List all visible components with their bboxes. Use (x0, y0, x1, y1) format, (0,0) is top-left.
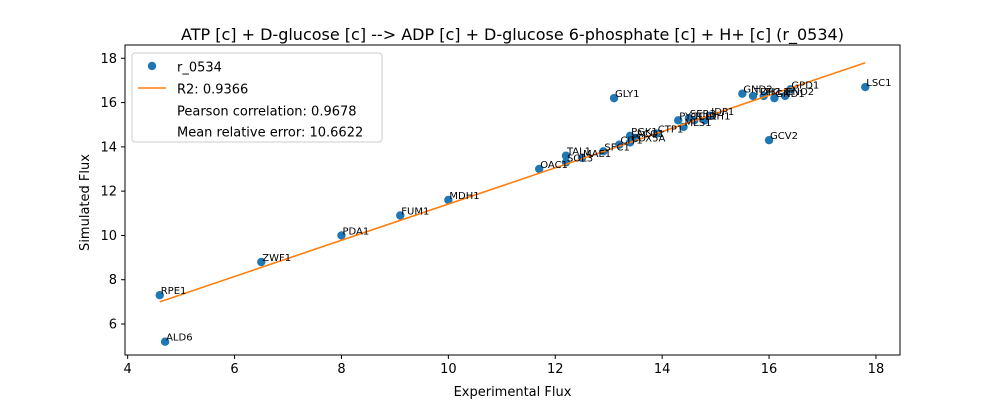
y-tick-label: 18 (100, 52, 117, 67)
y-tick-label: 16 (100, 96, 117, 111)
legend-marker-points (147, 61, 157, 71)
point-label: SFC1 (604, 142, 629, 153)
scatter-point (257, 257, 266, 267)
point-label: COX5A (631, 133, 665, 144)
point-label: MLS1 (685, 118, 712, 129)
legend-box (131, 52, 383, 143)
x-tick-label: 18 (868, 362, 885, 377)
x-tick-label: 14 (654, 362, 671, 377)
x-tick-label: 16 (761, 362, 778, 377)
legend: r_0534 R2: 0.9366 Pearson correlation: 0.9… (131, 52, 383, 143)
x-tick-label: 10 (440, 362, 457, 377)
legend-entry: Pearson correlation: 0.9678 (177, 105, 357, 120)
legend-entry: r_0534 (177, 61, 222, 76)
scatter-point (160, 337, 170, 346)
scatter-point (337, 231, 346, 240)
y-tick-label: 8 (109, 273, 117, 288)
point-label: CIT1 (620, 136, 642, 147)
point-label: OAC1 (540, 160, 568, 171)
point-label: GND2 (743, 85, 772, 96)
point-label: ENO2 (786, 87, 814, 98)
scatter-point (764, 136, 774, 145)
point-label: TDH1 (753, 87, 782, 98)
chart-title: ATP [c] + D-glucose [c] --> ADP [c] + D-… (181, 25, 844, 45)
point-label: GLY1 (615, 89, 639, 100)
point-label: MDH1 (449, 191, 479, 202)
point-label: ALD6 (166, 333, 192, 344)
scatter-point (770, 93, 779, 103)
x-axis-label: Experimental Flux (454, 385, 572, 400)
legend-entry: Mean relative error: 10.6622 (177, 126, 363, 141)
point-label: GPD1 (791, 80, 819, 91)
scatter-point (561, 151, 571, 160)
y-tick-label: 10 (100, 229, 117, 244)
point-label: FUM1 (401, 207, 429, 218)
point-label: IDH1 (706, 111, 731, 122)
scatter-point (738, 89, 747, 98)
point-label: SER3 (690, 109, 716, 120)
scatter-point (673, 116, 683, 125)
point-label: LSC1 (866, 78, 891, 89)
point-label: ICL1 (695, 111, 717, 122)
point-label: PYC1 (679, 111, 704, 122)
point-label: GND1 (775, 89, 804, 100)
scatter-point (609, 93, 619, 103)
y-axis-label: Simulated Flux (78, 154, 93, 251)
point-label: PGK1 (631, 127, 658, 138)
scatter-point (396, 211, 405, 220)
point-label: CTP1 (658, 125, 683, 136)
y-tick-label: 6 (109, 318, 117, 333)
point-label: SOL3 (567, 153, 593, 164)
point-label: RPE1 (161, 286, 187, 297)
point-label: GCV2 (770, 131, 798, 142)
scatter-point (444, 195, 453, 205)
x-tick-label: 4 (124, 362, 132, 377)
scatter-point (861, 82, 870, 92)
scatter-point (535, 164, 544, 174)
plot-area: 4 6 8 10 12 14 16 18 6 8 10 12 14 16 18 RPE1 ALD6 ZWF1 PDA… (100, 44, 901, 377)
legend-entry: R2: 0.9366 (177, 83, 248, 98)
scatter-point (155, 291, 164, 300)
point-label: TAL1 (566, 147, 591, 158)
plot-frame (124, 44, 901, 356)
point-label: TKL1 (764, 87, 790, 98)
point-label: ZWF1 (262, 253, 291, 264)
fit-line (159, 61, 866, 303)
point-label: PDA1 (342, 226, 369, 237)
scatter-point (780, 91, 790, 101)
scatter-point (748, 91, 758, 101)
point-label: IDP1 (711, 107, 734, 118)
y-tick-label: 14 (100, 140, 117, 155)
point-label: ACO1 (636, 129, 664, 140)
x-tick-label: 12 (547, 362, 564, 377)
x-tick-label: 8 (337, 362, 345, 377)
point-label: MAE1 (583, 149, 611, 160)
x-tick-label: 6 (230, 362, 238, 377)
y-tick-label: 12 (100, 185, 117, 200)
